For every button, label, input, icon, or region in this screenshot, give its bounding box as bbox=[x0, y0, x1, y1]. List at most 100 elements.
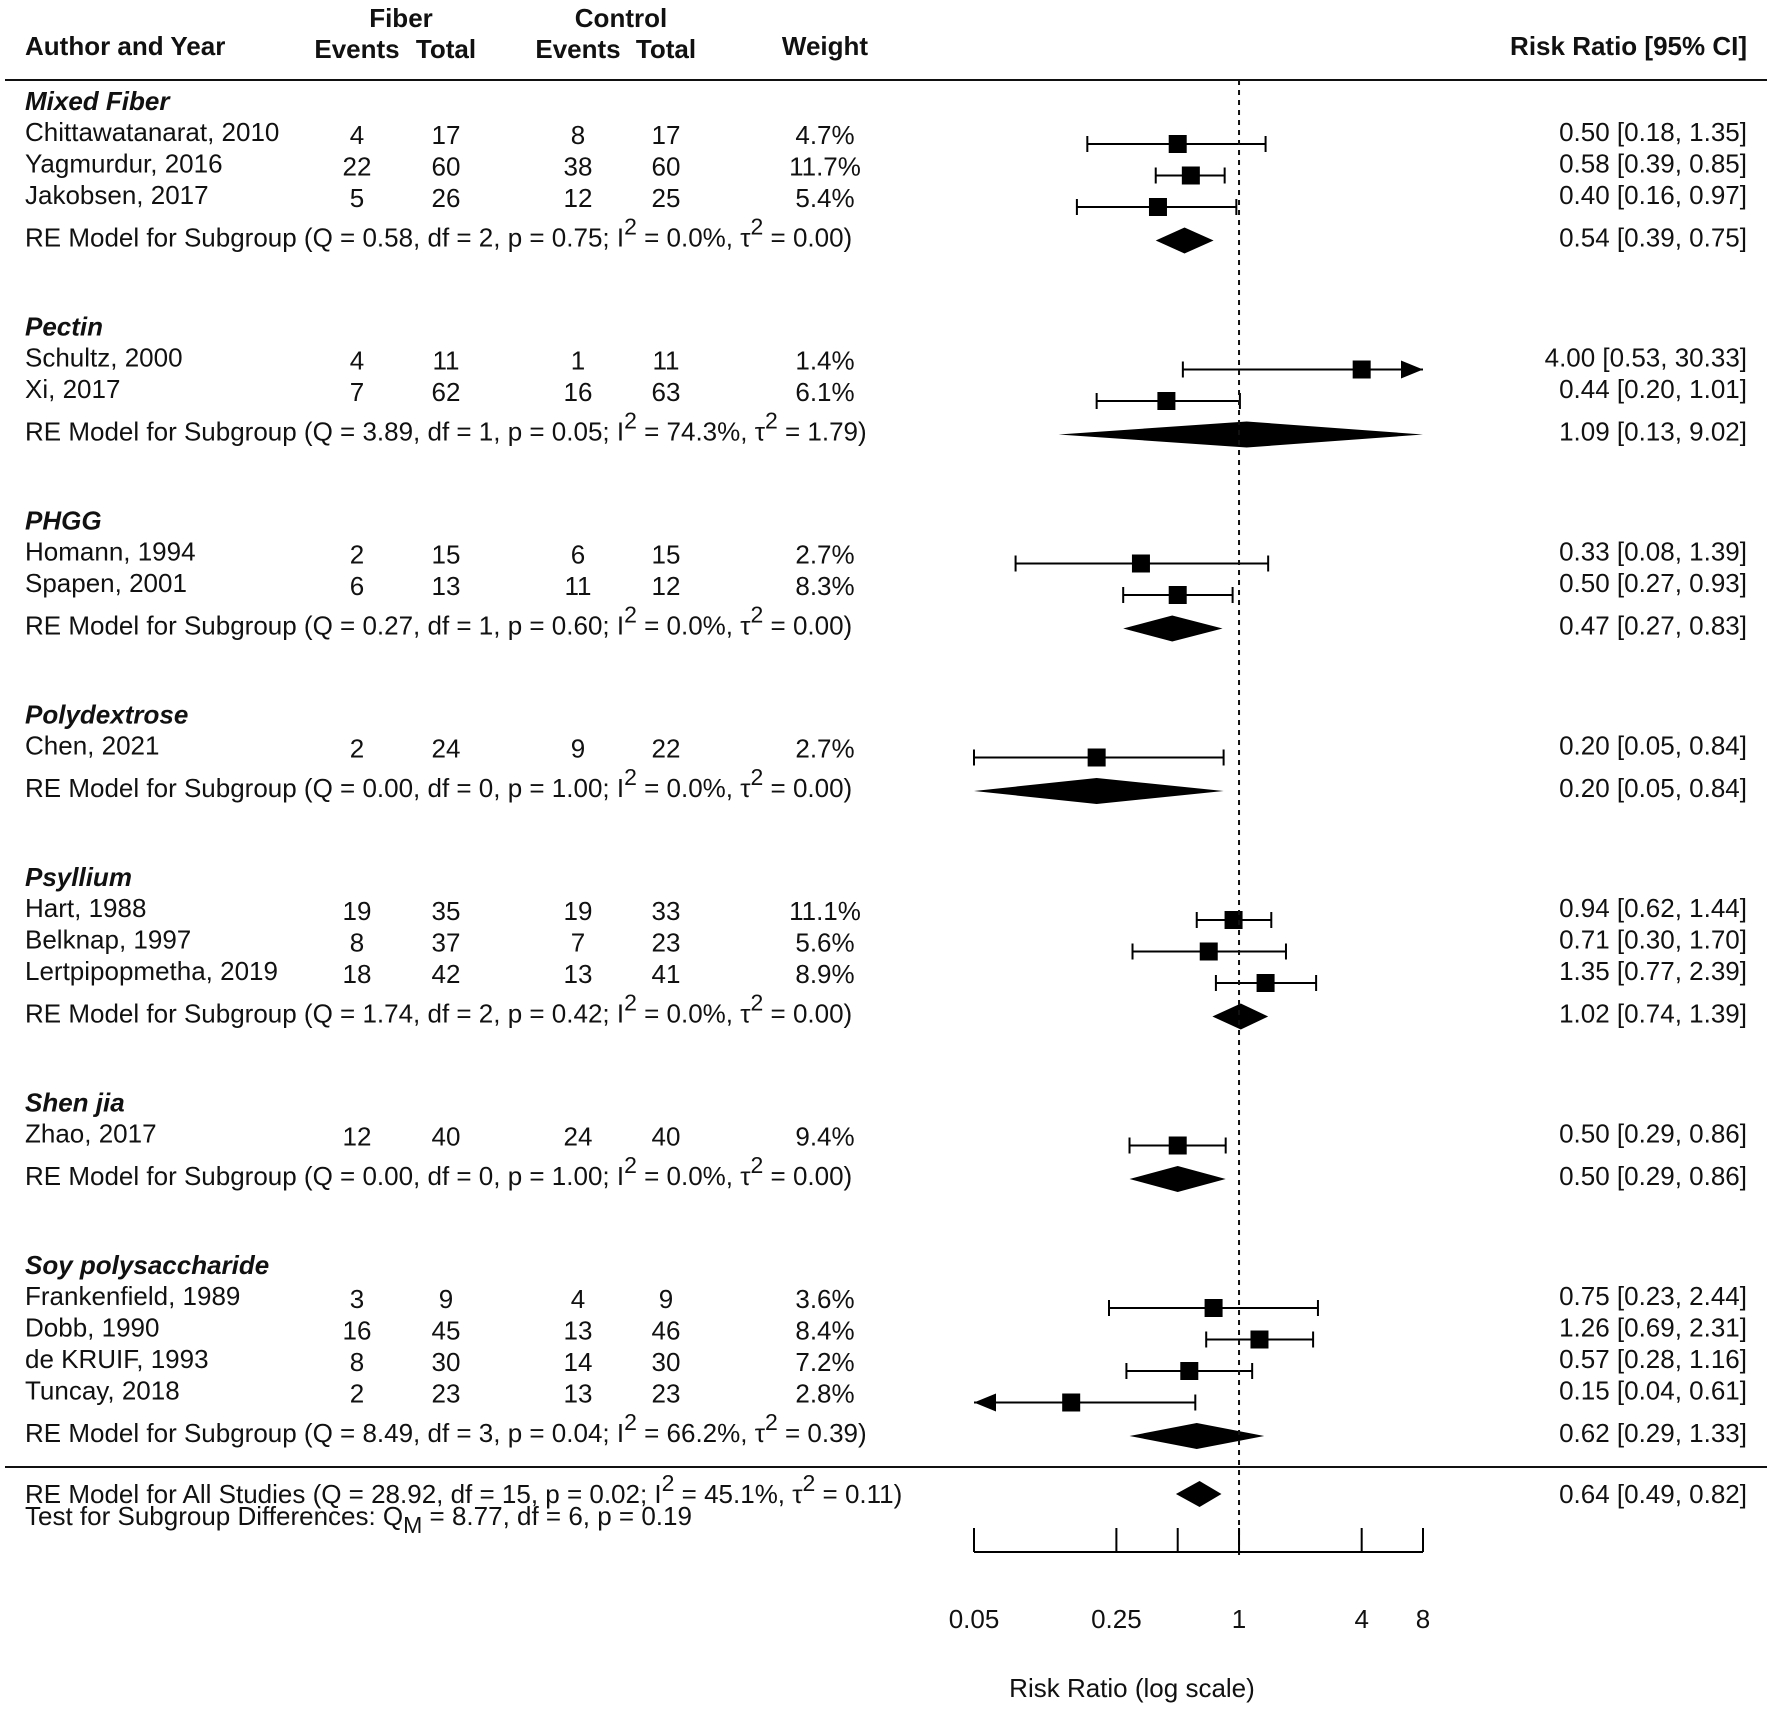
fiber-total: 24 bbox=[432, 734, 461, 764]
study-weight: 2.7% bbox=[795, 734, 854, 764]
model-text: = 66.2%, τ bbox=[637, 1418, 766, 1448]
study-estimate: 0.33 [0.08, 1.39] bbox=[1559, 537, 1747, 567]
model-text: RE Model for Subgroup (Q = 8.49, df = 3,… bbox=[25, 1418, 624, 1448]
model-text: = 0.00) bbox=[763, 773, 852, 803]
study-weight: 9.4% bbox=[795, 1122, 854, 1152]
fiber-events: 3 bbox=[350, 1284, 364, 1314]
subgroup-estimate: 0.47 [0.27, 0.83] bbox=[1559, 611, 1747, 641]
model-text: = 0.0%, τ bbox=[637, 999, 751, 1029]
control-total: 23 bbox=[652, 1379, 681, 1409]
control-events: 1 bbox=[571, 346, 585, 376]
fiber-total: 60 bbox=[432, 152, 461, 182]
superscript: 2 bbox=[751, 602, 764, 628]
control-total: 11 bbox=[653, 346, 680, 376]
header-weight: Weight bbox=[782, 31, 869, 61]
study-author: Homann, 1994 bbox=[25, 537, 196, 567]
subgroup-diamond bbox=[1058, 421, 1423, 448]
study-weight: 4.7% bbox=[795, 120, 854, 150]
model-text: = 0.0%, τ bbox=[637, 611, 751, 641]
fiber-total: 35 bbox=[432, 896, 461, 926]
model-text: = 0.00) bbox=[763, 611, 852, 641]
study-marker-5-1 bbox=[1195, 911, 1273, 929]
control-events: 4 bbox=[571, 1284, 585, 1314]
study-marker-1-2 bbox=[1154, 166, 1226, 185]
study-marker-5-2 bbox=[1131, 942, 1287, 961]
superscript: 2 bbox=[624, 1152, 637, 1178]
model-text: = 0.00) bbox=[763, 999, 852, 1029]
control-events: 8 bbox=[571, 120, 585, 150]
tick-label: 1 bbox=[1232, 1604, 1246, 1634]
point-estimate bbox=[1131, 554, 1150, 573]
point-estimate bbox=[1168, 586, 1187, 604]
subgroup-estimate: 0.62 [0.29, 1.33] bbox=[1559, 1418, 1747, 1448]
fiber-events: 2 bbox=[350, 540, 364, 570]
study-author: Belknap, 1997 bbox=[25, 925, 191, 955]
point-estimate bbox=[1352, 360, 1371, 379]
fiber-total: 9 bbox=[439, 1284, 453, 1314]
control-total: 12 bbox=[652, 571, 681, 601]
study-weight: 11.1% bbox=[789, 896, 861, 926]
superscript: 2 bbox=[624, 990, 637, 1016]
model-text: RE Model for Subgroup (Q = 1.74, df = 2,… bbox=[25, 999, 624, 1029]
study-author: Hart, 1988 bbox=[25, 893, 146, 923]
overall-model-label: RE Model for All Studies (Q = 28.92, df … bbox=[25, 1470, 902, 1509]
control-events: 13 bbox=[564, 959, 593, 989]
subgroup-estimate: 1.02 [0.74, 1.39] bbox=[1559, 999, 1747, 1029]
overall-estimate: 0.64 [0.49, 0.82] bbox=[1559, 1479, 1747, 1509]
control-events: 13 bbox=[564, 1379, 593, 1409]
control-events: 6 bbox=[571, 540, 585, 570]
model-text: = 0.0%, τ bbox=[637, 1161, 751, 1191]
superscript: 2 bbox=[624, 764, 637, 790]
study-author: Spapen, 2001 bbox=[25, 568, 187, 598]
fiber-total: 40 bbox=[432, 1122, 461, 1152]
fiber-total: 62 bbox=[432, 377, 461, 407]
control-events: 11 bbox=[565, 571, 592, 601]
study-author: Tuncay, 2018 bbox=[25, 1376, 180, 1406]
control-total: 9 bbox=[659, 1284, 673, 1314]
model-text: RE Model for Subgroup (Q = 3.89, df = 1,… bbox=[25, 417, 624, 447]
tick-label: 4 bbox=[1354, 1604, 1368, 1634]
control-total: 22 bbox=[652, 734, 681, 764]
control-total: 17 bbox=[652, 120, 681, 150]
study-weight: 8.3% bbox=[795, 571, 854, 601]
fiber-events: 8 bbox=[350, 928, 364, 958]
point-estimate bbox=[1256, 974, 1275, 992]
fiber-total: 13 bbox=[432, 571, 461, 601]
fiber-total: 17 bbox=[432, 120, 461, 150]
subgroup-model-label: RE Model for Subgroup (Q = 0.00, df = 0,… bbox=[25, 1152, 852, 1191]
point-estimate bbox=[1180, 1362, 1199, 1380]
study-author: Frankenfield, 1989 bbox=[25, 1281, 240, 1311]
header-control: Control bbox=[575, 3, 667, 33]
study-marker-6-1 bbox=[1128, 1136, 1227, 1155]
point-estimate bbox=[1168, 1136, 1187, 1155]
model-text: = 0.00) bbox=[763, 1161, 852, 1191]
study-weight: 5.6% bbox=[795, 928, 854, 958]
fiber-events: 18 bbox=[343, 959, 372, 989]
point-estimate bbox=[1250, 1330, 1269, 1349]
subgroup-diamond bbox=[1129, 1423, 1265, 1449]
control-events: 24 bbox=[564, 1122, 593, 1152]
subgroup-diamond bbox=[1212, 1003, 1269, 1030]
control-total: 30 bbox=[652, 1347, 681, 1377]
control-events: 38 bbox=[564, 152, 593, 182]
model-text: = 74.3%, τ bbox=[637, 417, 766, 447]
control-events: 7 bbox=[571, 928, 585, 958]
study-author: Chittawatanarat, 2010 bbox=[25, 117, 279, 147]
study-marker-7-4 bbox=[974, 1393, 1197, 1412]
header-control-events: Events bbox=[535, 34, 620, 64]
control-events: 12 bbox=[564, 183, 593, 213]
subgroup-estimate: 0.50 [0.29, 0.86] bbox=[1559, 1161, 1747, 1191]
point-estimate bbox=[1199, 942, 1218, 961]
point-estimate bbox=[1168, 135, 1187, 153]
superscript: 2 bbox=[751, 990, 764, 1016]
study-marker-4-1 bbox=[973, 748, 1225, 767]
subgroup-diamond bbox=[1129, 1166, 1226, 1192]
ci-arrow-right bbox=[1401, 360, 1423, 379]
subgroup-model-label: RE Model for Subgroup (Q = 3.89, df = 1,… bbox=[25, 408, 867, 447]
model-text: = 0.39) bbox=[778, 1418, 867, 1448]
control-total: 63 bbox=[652, 377, 681, 407]
control-total: 41 bbox=[652, 959, 681, 989]
study-estimate: 0.58 [0.39, 0.85] bbox=[1559, 149, 1747, 179]
